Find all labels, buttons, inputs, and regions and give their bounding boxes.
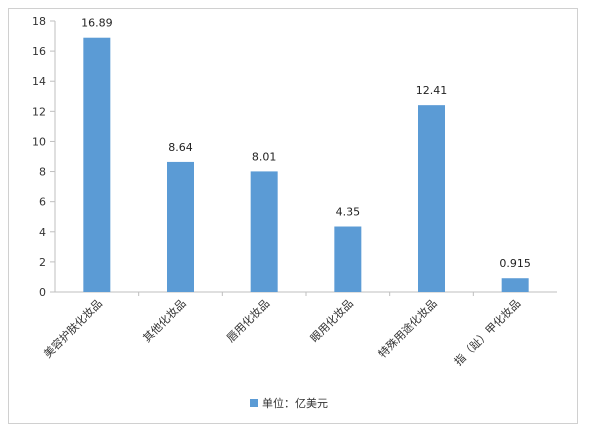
y-tick-label: 10 <box>32 135 46 148</box>
x-category-label: 唇用化妆品 <box>223 296 272 345</box>
x-category-label: 指（趾）甲化妆品 <box>451 296 523 368</box>
bars <box>83 37 529 292</box>
x-axis-categories: 美容护肤化妆品 其他化妆品 唇用化妆品 眼用化妆品 特殊用途化妆品 指（趾）甲化妆品 <box>41 292 523 368</box>
y-tick-label: 0 <box>39 286 46 299</box>
bar <box>167 161 194 292</box>
x-category-label: 眼用化妆品 <box>307 296 356 345</box>
data-label: 4.35 <box>336 206 361 219</box>
y-axis: 0 2 4 6 8 10 12 14 16 18 <box>32 15 557 299</box>
y-tick-label: 12 <box>32 105 46 118</box>
bar <box>250 171 278 292</box>
y-tick-label: 18 <box>32 15 46 28</box>
y-tick-label: 2 <box>39 256 46 269</box>
x-category-label: 美容护肤化妆品 <box>41 296 105 360</box>
bar <box>334 226 362 292</box>
legend: 单位：亿美元 <box>250 396 328 410</box>
data-label: 8.64 <box>168 141 193 154</box>
data-label: 8.01 <box>252 150 277 163</box>
y-tick-label: 14 <box>32 75 46 88</box>
data-label: 12.41 <box>416 84 448 97</box>
y-tick-label: 8 <box>39 166 46 179</box>
legend-swatch <box>250 399 258 407</box>
data-labels: 16.89 8.64 8.01 4.35 12.41 0.915 <box>81 17 531 271</box>
data-label: 0.915 <box>499 257 531 270</box>
bar <box>83 37 111 292</box>
bar <box>501 278 529 292</box>
bar <box>418 105 445 292</box>
y-tick-label: 16 <box>32 45 46 58</box>
y-tick-label: 4 <box>39 226 46 239</box>
y-tick-label: 6 <box>39 196 46 209</box>
data-label: 16.89 <box>81 17 113 30</box>
x-category-label: 其他化妆品 <box>140 296 189 345</box>
legend-label: 单位：亿美元 <box>262 396 328 410</box>
x-category-label: 特殊用途化妆品 <box>375 296 439 360</box>
